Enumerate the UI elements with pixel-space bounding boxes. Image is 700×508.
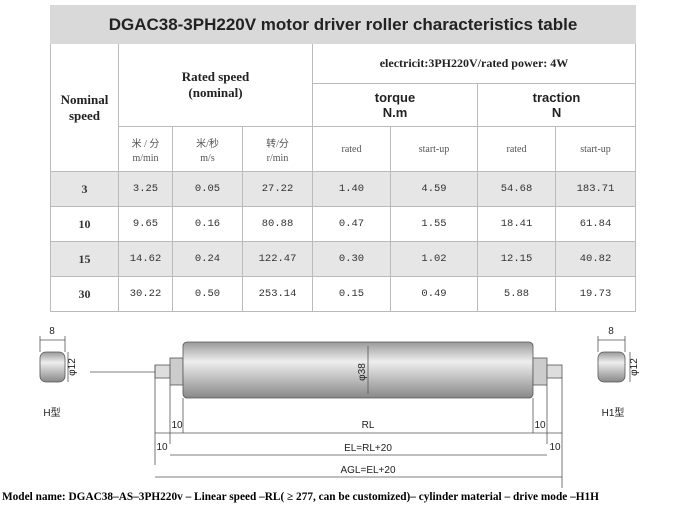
- cell: 27.22: [242, 171, 313, 207]
- cell: 10: [50, 206, 119, 242]
- model-name: Model name: DGAC38–AS–3PH220v – Linear s…: [2, 491, 599, 503]
- cell: 9.65: [118, 206, 173, 242]
- cell: 40.82: [554, 241, 637, 277]
- table-row: 10 9.65 0.16 80.88 0.47 1.55 18.41 61.84: [50, 206, 637, 242]
- unit-cell: 米/秒 m/s: [172, 126, 243, 172]
- sub-header: rated: [312, 126, 391, 172]
- cell: 4.59: [390, 171, 478, 207]
- traction: traction: [532, 90, 581, 105]
- cell: 14.62: [118, 241, 173, 277]
- cell: 15: [50, 241, 119, 277]
- cell: 19.73: [554, 276, 637, 312]
- unit-text: r/min: [266, 152, 289, 164]
- offset: 10: [156, 442, 168, 453]
- unit-text: 米 / 分: [131, 138, 160, 150]
- cell: 3.25: [118, 171, 173, 207]
- cell: 0.47: [312, 206, 391, 242]
- unit-text: m/s: [200, 152, 215, 164]
- cell: 0.15: [312, 276, 391, 312]
- table-row: 30 30.22 0.50 253.14 0.15 0.49 5.88 19.73: [50, 276, 637, 312]
- left-dia: φ12: [67, 358, 78, 376]
- unit-text: 转/分: [266, 138, 289, 150]
- el: EL=RL+20: [344, 443, 392, 454]
- power-header: electricit:3PH220V/rated power: 4W: [311, 43, 637, 84]
- right-type: H1型: [602, 406, 625, 419]
- title: DGAC38-3PH220V motor driver roller chara…: [49, 5, 637, 44]
- roller-diagram: 8 φ12 H型 φ38 RL 10 10 10 10 EL=RL+20 AGL…: [39, 326, 640, 488]
- offset: 10: [171, 420, 183, 431]
- rated-speed: Rated speed: [181, 69, 250, 84]
- cell: 0.16: [172, 206, 243, 242]
- cell: 122.47: [242, 241, 313, 277]
- cell: 0.05: [172, 171, 243, 207]
- torque-unit: N.m: [382, 105, 408, 120]
- cell: 61.84: [554, 206, 637, 242]
- cell: 1.40: [312, 171, 391, 207]
- spec-table: DGAC38-3PH220V motor driver roller chara…: [49, 5, 637, 312]
- cell: 54.68: [477, 171, 556, 207]
- sub-header: start-up: [554, 126, 637, 172]
- cell: 0.49: [390, 276, 478, 312]
- cell: 0.30: [312, 241, 391, 277]
- cell: 18.41: [477, 206, 556, 242]
- unit-text: 米/秒: [196, 138, 219, 150]
- torque-header: torque N.m: [312, 83, 478, 127]
- offset: 10: [549, 442, 561, 453]
- traction-header: traction N: [476, 83, 637, 127]
- unit-text: m/min: [132, 152, 159, 164]
- left-type: H型: [43, 406, 60, 419]
- cell: 80.88: [242, 206, 313, 242]
- sub-header: start-up: [390, 126, 478, 172]
- torque: torque: [374, 90, 416, 105]
- cell: 253.14: [242, 276, 313, 312]
- tube-dia: φ38: [357, 363, 368, 381]
- cell: 0.24: [172, 241, 243, 277]
- table-row: 3 3.25 0.05 27.22 1.40 4.59 54.68 183.71: [50, 171, 637, 207]
- nominal-speed-header: Nominal speed: [50, 43, 119, 172]
- right-width: 8: [608, 326, 614, 337]
- traction-unit: N: [551, 105, 562, 120]
- right-dia: φ12: [629, 358, 640, 376]
- cell: 30: [50, 276, 119, 312]
- table-row: 15 14.62 0.24 122.47 0.30 1.02 12.15 40.82: [50, 241, 637, 277]
- sub-header: rated: [477, 126, 556, 172]
- rated-speed-header: Rated speed (nominal): [118, 43, 313, 127]
- cell: 1.02: [390, 241, 478, 277]
- offset: 10: [534, 420, 546, 431]
- rated-speed-note: (nominal): [188, 85, 243, 100]
- unit-cell: 转/分 r/min: [242, 126, 313, 172]
- cell: 183.71: [554, 171, 637, 207]
- cell: 3: [50, 171, 119, 207]
- cell: 5.88: [477, 276, 556, 312]
- cell: 30.22: [118, 276, 173, 312]
- cell: 12.15: [477, 241, 556, 277]
- agl: AGL=EL+20: [340, 465, 395, 476]
- cell: 0.50: [172, 276, 243, 312]
- left-width: 8: [49, 326, 55, 337]
- cell: 1.55: [390, 206, 478, 242]
- rl: RL: [362, 420, 375, 431]
- unit-cell: 米 / 分 m/min: [118, 126, 173, 172]
